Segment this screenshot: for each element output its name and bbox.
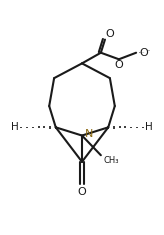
- Text: OCH₃: OCH₃: [148, 50, 152, 51]
- Text: H: H: [145, 122, 153, 132]
- Text: methoxy: methoxy: [139, 51, 145, 53]
- Text: CH₃: CH₃: [103, 156, 119, 165]
- Text: O: O: [139, 48, 148, 58]
- Text: O: O: [106, 29, 114, 39]
- Text: N: N: [84, 129, 93, 139]
- Text: H: H: [11, 122, 19, 132]
- Text: O: O: [78, 187, 86, 197]
- Text: O: O: [114, 60, 123, 70]
